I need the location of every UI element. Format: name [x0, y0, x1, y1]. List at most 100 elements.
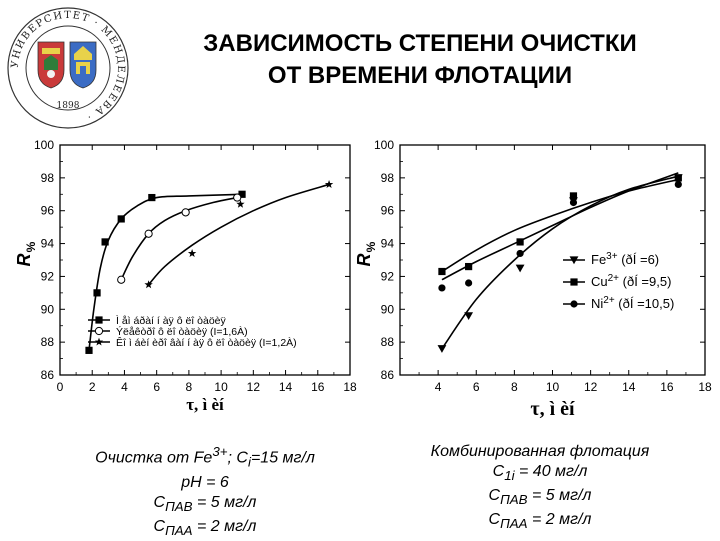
x-tick-label: 8 — [186, 380, 193, 394]
x-tick-label: 14 — [622, 380, 636, 394]
x-tick-label: 8 — [511, 380, 518, 394]
y-tick-label: 90 — [41, 302, 55, 316]
data-point-series-2 — [144, 229, 153, 238]
y-tick-label: 94 — [41, 237, 55, 251]
y-axis-label-sub: % — [24, 241, 38, 252]
x-tick-label: 16 — [311, 380, 325, 394]
legend-label-1: Fe3+ (ðÍ =6) — [591, 251, 659, 267]
title-line-1: ЗАВИСИМОСТЬ СТЕПЕНИ ОЧИСТКИ — [203, 30, 637, 57]
data-point-series-2 — [181, 208, 190, 217]
legend-marker-2 — [570, 278, 578, 286]
x-tick-label: 10 — [214, 380, 228, 394]
y-axis-label-sub: % — [364, 241, 378, 252]
caption-left-line-1: Очистка от Fe3+; Ci=15 мг/л — [95, 444, 315, 470]
data-point-series-1 — [148, 193, 156, 202]
x-tick-label: 0 — [57, 380, 64, 394]
data-point-series-3 — [674, 180, 682, 189]
legend-marker-1 — [95, 316, 103, 324]
y-tick-label: 98 — [41, 171, 55, 185]
caption-right-line-3: CПАВ = 5 мг/л — [488, 487, 592, 508]
data-point-series-3 — [144, 280, 153, 289]
caption-right-line-2: C1i = 40 мг/л — [492, 463, 588, 484]
caption-right-line-1: Комбинированная флотация — [430, 443, 650, 460]
data-point-series-1 — [515, 264, 525, 273]
university-seal-logo: УНИВЕРСИТЕТ · МЕНДЕЛЕЕВА · 1898 — [7, 7, 129, 129]
title-line-2: ОТ ВРЕМЕНИ ФЛОТАЦИИ — [267, 62, 573, 89]
series-line-3 — [148, 183, 330, 286]
y-tick-label: 92 — [41, 269, 55, 283]
y-tick-label: 88 — [381, 335, 395, 349]
x-tick-label: 6 — [153, 380, 160, 394]
data-point-series-1 — [238, 190, 246, 198]
legend-label-3: Ni2+ (ðÍ =10,5) — [591, 295, 674, 311]
x-tick-label: 4 — [435, 380, 442, 394]
x-axis-label: τ, ì èí — [530, 398, 575, 420]
x-axis-label: τ, ì èí — [186, 395, 224, 414]
x-tick-label: 18 — [343, 380, 357, 394]
data-point-series-1 — [437, 345, 447, 353]
y-axis-label-main: R — [14, 254, 34, 267]
chart-right: 86 88 90 92 94 96 98 100 4 6 8 10 12 14 16 18 τ, ì èí R% F… — [355, 138, 712, 420]
caption-left-line-3: CПАВ = 5 мг/л — [153, 493, 257, 514]
y-tick-label: 96 — [41, 204, 55, 218]
y-axis-label-main: R — [355, 254, 374, 267]
legend-label-3: Êî ì áèí èðî âàí í àÿ ô ëî òàöèÿ (I=1,2À… — [116, 336, 297, 349]
data-point-series-2 — [674, 174, 682, 182]
legend-label-2: Ýëåêòðî ô ëî òàöèÿ (I=1,6À) — [116, 325, 248, 338]
data-point-series-3 — [569, 198, 578, 207]
data-point-series-2 — [117, 275, 126, 284]
data-point-series-2 — [465, 262, 473, 271]
x-tick-label: 4 — [121, 380, 128, 394]
data-point-series-3 — [465, 279, 473, 287]
y-tick-label: 96 — [381, 204, 395, 218]
legend-marker-3 — [570, 300, 578, 308]
caption-left-line-4: CПАА = 2 мг/л — [153, 517, 257, 538]
x-tick-label: 6 — [473, 380, 480, 394]
legend: Fe3+ (ðÍ =6) Cu2+ (ðÍ =9,5) Ni2+ (ðÍ =10,5… — [563, 251, 674, 311]
data-point-series-1 — [117, 215, 125, 223]
caption-left-line-2: pH = 6 — [181, 473, 229, 491]
legend-label-1: Ì åì áðàí í àÿ ô ëî òàöèÿ — [116, 314, 226, 327]
x-tick-label: 16 — [660, 380, 674, 394]
legend-marker-1 — [569, 256, 579, 265]
y-tick-label: 86 — [381, 368, 395, 382]
y-axis-label: R% — [14, 241, 38, 266]
x-tick-label: 12 — [584, 380, 598, 394]
y-tick-label: 92 — [381, 269, 395, 283]
y-tick-label: 98 — [381, 171, 395, 185]
x-tick-label: 10 — [546, 380, 560, 394]
data-point-series-3 — [516, 249, 524, 258]
x-tick-label: 18 — [698, 380, 712, 394]
slide-title: ЗАВИСИМОСТЬ СТЕПЕНИ ОЧИСТКИ ОТ ВРЕМЕНИ Ф… — [150, 28, 690, 92]
legend-marker-3 — [94, 337, 104, 346]
caption-right: Комбинированная флотация C1i = 40 мг/л C… — [395, 442, 685, 535]
caption-left: Очистка от Fe3+; Ci=15 мг/л pH = 6 CПАВ … — [60, 442, 350, 541]
caption-right-line-4: CПАА = 2 мг/л — [488, 511, 592, 532]
data-point-series-1 — [85, 346, 93, 354]
y-tick-label: 86 — [41, 368, 55, 382]
x-tick-label: 14 — [279, 380, 293, 394]
data-point-series-3 — [236, 199, 245, 208]
y-tick-label: 88 — [41, 335, 55, 349]
y-tick-label: 100 — [34, 138, 54, 152]
x-tick-label: 2 — [89, 380, 96, 394]
data-point-series-2 — [569, 192, 578, 200]
data-point-series-1 — [93, 289, 101, 297]
series-line-2 — [120, 196, 238, 281]
y-tick-label: 100 — [374, 138, 394, 152]
series-line-3 — [441, 178, 679, 273]
legend-label-2: Cu2+ (ðÍ =9,5) — [591, 273, 671, 289]
data-point-series-2 — [233, 193, 242, 202]
legend-marker-2 — [94, 326, 104, 336]
data-point-series-3 — [187, 249, 197, 257]
y-axis-label: R% — [355, 241, 378, 266]
data-point-series-2 — [516, 238, 524, 246]
seal-year: 1898 — [57, 101, 80, 111]
x-tick-label: 12 — [247, 380, 261, 394]
data-point-series-3 — [438, 284, 446, 292]
chart-left: 86 88 90 92 94 96 98 100 0 2 4 6 8 10 12 14 16 18 τ, ì èí R… — [14, 138, 357, 414]
data-point-series-1 — [464, 312, 474, 321]
series-line-1 — [441, 175, 679, 350]
y-tick-label: 94 — [381, 237, 395, 251]
